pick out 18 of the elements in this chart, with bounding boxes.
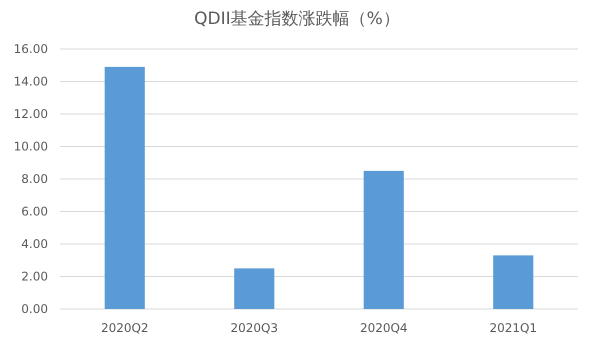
- x-tick-label: 2020Q2: [100, 321, 149, 335]
- y-tick-label: 12.00: [14, 107, 48, 121]
- y-tick-label: 10.00: [14, 140, 48, 154]
- chart-title: QDII基金指数涨跌幅（%）: [194, 9, 400, 29]
- x-tick-label: 2020Q3: [230, 321, 278, 335]
- bar: [493, 255, 534, 309]
- y-tick-label: 0.00: [21, 302, 48, 316]
- y-tick-label: 8.00: [21, 172, 48, 186]
- x-tick-label: 2020Q4: [360, 321, 408, 335]
- y-tick-label: 2.00: [21, 270, 48, 284]
- y-tick-label: 4.00: [21, 237, 48, 251]
- bar: [364, 170, 404, 309]
- bar: [104, 66, 145, 309]
- y-tick-label: 6.00: [21, 204, 48, 218]
- y-tick-label: 16.00: [14, 42, 48, 56]
- x-tick-label: 2021Q1: [489, 321, 538, 335]
- bar: [234, 268, 274, 309]
- y-tick-label: 14.00: [14, 74, 48, 88]
